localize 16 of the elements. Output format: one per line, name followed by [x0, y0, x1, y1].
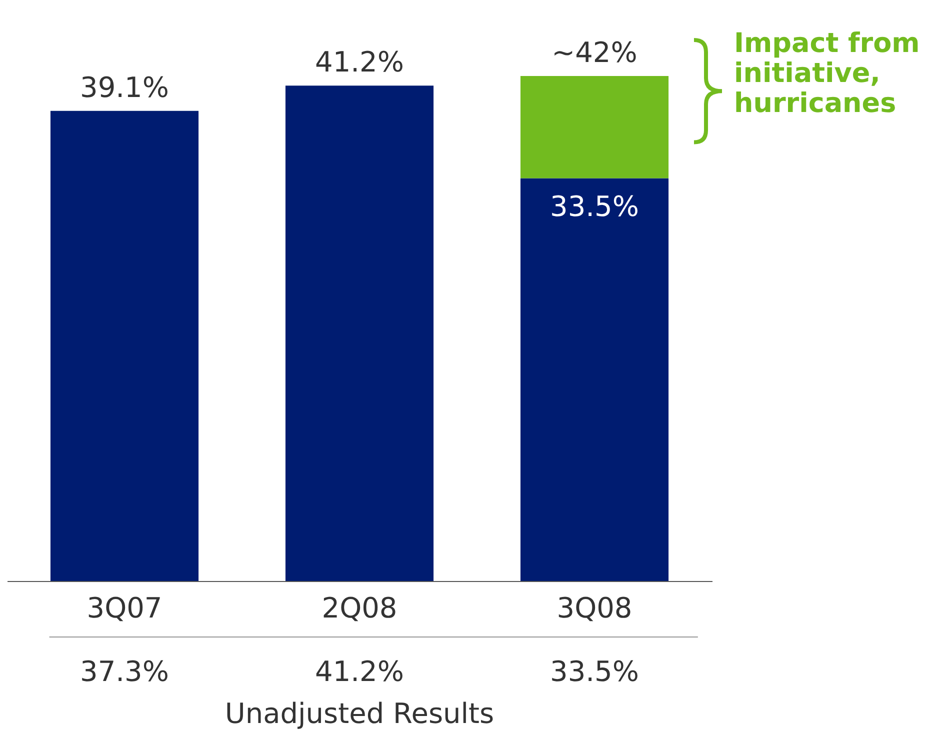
total-label: 41.2%: [315, 46, 404, 79]
x-tick-label: 3Q07: [86, 592, 162, 624]
total-label: ~42%: [552, 36, 638, 69]
data-label: 33.5%: [550, 190, 639, 224]
text: 33.5%: [550, 655, 639, 688]
x-tick-label: 3Q08: [556, 592, 632, 624]
bar: [50, 110, 199, 581]
x-tick-label: 2Q08: [322, 592, 398, 624]
text: Impact from initiative, hurricanes: [734, 28, 921, 120]
bar: [520, 76, 669, 178]
text: 37.3%: [80, 655, 169, 688]
text: 41.2%: [315, 655, 404, 688]
text: Unadjusted Results: [224, 697, 494, 730]
bar: [285, 86, 434, 581]
bar: [520, 178, 669, 581]
total-label: 39.1%: [80, 70, 169, 104]
